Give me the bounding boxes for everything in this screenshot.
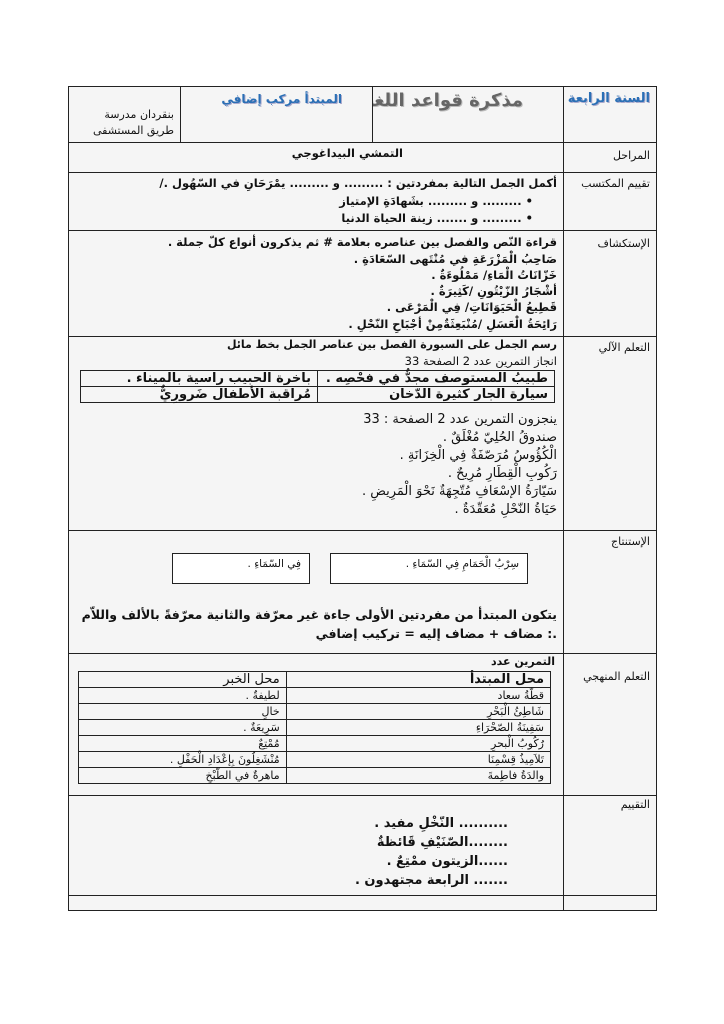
learning-line: رَكُوبِ الْقِطَارِ مُرِيحٌ . xyxy=(447,466,557,481)
topic: المبتدأ مركب إضافي xyxy=(221,92,342,106)
header-cell: محل المبتدأ xyxy=(285,671,552,688)
evaluation-content-cell: .......... النّخْلِ مفيد . ........الصّن… xyxy=(68,795,564,896)
table-cell: سيارة الجار كثيرة الدّخان xyxy=(317,386,555,403)
example-box: سِرْبُ الْحَمَامِ فِي السّمَاءِ . xyxy=(330,553,528,584)
conclusion-label: الإستنتاج xyxy=(611,535,650,548)
table-cell: باخرة الحبيب راسية بالميناء . xyxy=(80,370,318,387)
table-cell: سَفِينَةُ الصّحْرَاءِ xyxy=(285,719,552,736)
table-cell: طبيبُ المستوصف مجدٌّ في فحْصِه . xyxy=(317,370,555,387)
evaluation-line: ......الزيتون ممْتِعٌ . xyxy=(386,854,508,869)
table-row: شَاطِئُ الْبَحْرِ خالٍ xyxy=(78,703,552,720)
table-cell: قطّةُ سعاد xyxy=(285,687,552,704)
assessment-intro: أكمل الجمل التالية بمفردتين : ......... … xyxy=(159,176,557,190)
stages-content-cell: التمشي البيداغوجي xyxy=(68,142,564,173)
bullet-text: ......... و ....... زينة الحياة الدنيا xyxy=(341,211,522,225)
exploration-label: الإستكشاف xyxy=(597,237,650,250)
evaluation-line: .......... النّخْلِ مفيد . xyxy=(374,816,508,831)
learning-line: ينجزون التمرين عدد 2 الصفحة : 33 xyxy=(363,412,557,427)
evaluation-label: التقييم xyxy=(620,798,650,811)
exploration-line: خَزّانَاتُ الْمَاءِ/ مَمْلُوءَةٌ . xyxy=(431,268,557,282)
learning-line: الْكُؤُوسُ مُرَصّفَةٌ فِي الْخِزَانَةِ . xyxy=(399,448,557,463)
school-cell: بنقردان مدرسة طريق المستشفى xyxy=(68,86,181,143)
table-header-row: محل المبتدأ محل الخبر xyxy=(78,671,552,688)
learning-line: انجاز التمرين عدد 2 الصفحة 33 xyxy=(404,354,557,368)
empty-cell xyxy=(563,895,657,911)
topic-cell: المبتدأ مركب إضافي xyxy=(180,86,373,143)
systematic-label-cell: التعلم المنهجي xyxy=(563,653,657,796)
table-row: تَلاَمِيذُ قِسْمِنَا مُنْشَغِلُونَ بِإعْد… xyxy=(78,751,552,768)
table-row: والدَةُ فاطِمةَ ماهرةٌ في الطّبْخِ xyxy=(78,767,552,784)
learning-content-cell: رسم الجمل على السبورة الفصل بين عناصر ال… xyxy=(68,336,564,531)
table-row: رُكُوبُ الْبحرِ مُمْتِعٌ xyxy=(78,735,552,752)
evaluation-line: ....... الرابعة مجتهدون . xyxy=(354,873,508,888)
learning-line: رسم الجمل على السبورة الفصل بين عناصر ال… xyxy=(226,338,557,351)
stages-content: التمشي البيداغوجي xyxy=(291,146,403,160)
conclusion-label-cell: الإستنتاج xyxy=(563,530,657,654)
assessment-bullet: • ......... و ....... زينة الحياة الدنيا xyxy=(341,211,533,225)
empty-cell xyxy=(68,895,564,911)
exploration-line: صَاحِبُ الْمَزْرَعَةِ في مُنْتَهى السّعَ… xyxy=(353,252,557,266)
stages-label: المراحل xyxy=(612,149,650,162)
table-cell: مُنْشَغِلُونَ بِإعْدَادِ الْحَفْلِ . xyxy=(78,751,287,768)
table-row: طبيبُ المستوصف مجدٌّ في فحْصِه . باخرة ا… xyxy=(80,370,555,387)
bullet-text: ......... و ......... بشَهادَةِ الإمتياز xyxy=(339,194,522,208)
conclusion-content-cell: سِرْبُ الْحَمَامِ فِي السّمَاءِ . فِي ال… xyxy=(68,530,564,654)
evaluation-label-cell: التقييم xyxy=(563,795,657,896)
table-cell: مُمْتِعٌ xyxy=(78,735,287,752)
learning-line: صندوقُ الحُلِيّ مُغْلَقٌ . xyxy=(442,430,557,445)
table-cell: والدَةُ فاطِمةَ xyxy=(285,767,552,784)
systematic-content-cell: التمرين عدد محل المبتدأ محل الخبر قطّةُ … xyxy=(68,653,564,796)
title-cell: مذكرة قواعد اللغة xyxy=(363,86,564,143)
exploration-line: أشْجَارُ الزّيْتُونِ /كَثِيرَةٌ . xyxy=(430,284,557,298)
table-row: سَفِينَةُ الصّحْرَاءِ سَرِيعَةٌ . xyxy=(78,719,552,736)
learning-line: سَيّارَةُ الإسْعَافِ مُتّجِهَةٌ نَحْوَ ا… xyxy=(361,484,557,499)
learning-label: التعلم الآلي xyxy=(598,341,650,354)
table-cell: خالٍ xyxy=(78,703,287,720)
table-cell: سَرِيعَةٌ . xyxy=(78,719,287,736)
exploration-label-cell: الإستكشاف xyxy=(563,230,657,337)
assessment-content-cell: أكمل الجمل التالية بمفردتين : ......... … xyxy=(68,172,564,231)
learning-line: حَيَاةُ النّحْلِ مُعَقّدَةٌ . xyxy=(454,502,557,517)
learning-label-cell: التعلم الآلي xyxy=(563,336,657,531)
school: بنقردان مدرسة طريق المستشفى xyxy=(92,108,174,137)
table-cell: رُكُوبُ الْبحرِ xyxy=(285,735,552,752)
assessment-label: تقييم المكتسب xyxy=(581,177,650,190)
table-cell: شَاطِئُ الْبَحْرِ xyxy=(285,703,552,720)
grade-cell: السنة الرابعة xyxy=(563,86,657,143)
table-cell: تَلاَمِيذُ قِسْمِنَا xyxy=(285,751,552,768)
assessment-label-cell: تقييم المكتسب xyxy=(563,172,657,231)
conclusion-rule: يتكون المبتدأ من مفردتين الأولى جاءة غير… xyxy=(81,607,557,641)
learning-table: طبيبُ المستوصف مجدٌّ في فحْصِه . باخرة ا… xyxy=(80,370,555,403)
table-row: قطّةُ سعاد لطيفةٌ . xyxy=(78,687,552,704)
exploration-line: قراءة النّص والفصل بين عناصره بعلامة # ث… xyxy=(167,235,557,249)
table-row: سيارة الجار كثيرة الدّخان مُراقبة الأطفا… xyxy=(80,386,555,403)
grade: السنة الرابعة xyxy=(567,91,650,106)
systematic-label: التعلم المنهجي xyxy=(583,670,650,683)
table-cell: لطيفةٌ . xyxy=(78,687,287,704)
example-box: فِي السّمَاءِ . xyxy=(172,553,310,584)
table-cell: مُراقبة الأطفال ضَرورِيٌّ xyxy=(80,386,318,403)
systematic-table: محل المبتدأ محل الخبر قطّةُ سعاد لطيفةٌ .… xyxy=(78,671,552,784)
header-cell: محل الخبر xyxy=(78,671,287,688)
doc-title: مذكرة قواعد اللغة xyxy=(363,90,523,111)
exploration-line: قَطِيعُ الْحَيَوَانَاتِ/ فِي الْمَرْعَى … xyxy=(386,300,557,314)
stages-label-cell: المراحل xyxy=(563,142,657,173)
exercise-caption: التمرين عدد xyxy=(491,655,555,668)
evaluation-line: ........الصّنَيْفِ قَائظةٌ xyxy=(376,835,508,850)
exploration-line: رَائِحَةُ الْعَسَلِ /مُنْبَعِثَةٌمِنْ أج… xyxy=(348,317,557,331)
assessment-bullet: • ......... و ......... بشَهادَةِ الإمتي… xyxy=(339,194,533,208)
exploration-content-cell: قراءة النّص والفصل بين عناصره بعلامة # ث… xyxy=(68,230,564,337)
table-cell: ماهرةٌ في الطّبْخِ xyxy=(78,767,287,784)
